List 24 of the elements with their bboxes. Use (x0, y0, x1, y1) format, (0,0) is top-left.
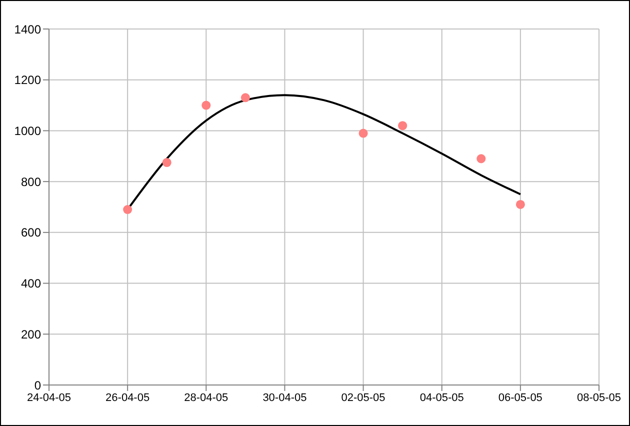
point (240, 93, 250, 102)
x-tick-label: 24-04-05 (26, 392, 72, 404)
x-tick-label: 04-05-05 (420, 392, 464, 404)
y-tick-label: 600 (20, 226, 42, 240)
point (358, 128, 368, 138)
point (162, 158, 172, 168)
y-tick-label: 1000 (14, 124, 42, 138)
x-tick-label: 30-04-05 (262, 392, 307, 404)
x-tick-label: 08-05-05 (576, 392, 622, 404)
point (202, 100, 211, 110)
y-tick-label: 1200 (14, 73, 42, 88)
x-tick-label: 06-05-05 (498, 392, 542, 404)
y-tick-label: 200 (20, 327, 42, 342)
x-tick-label: 02-05-05 (341, 392, 386, 404)
point (123, 205, 132, 214)
x-tick-label: 26-04-05 (106, 392, 150, 404)
y-tick-label: 0 (34, 378, 42, 392)
point (516, 200, 525, 209)
point (476, 154, 486, 164)
y-tick-label: 400 (20, 276, 42, 291)
x-tick-label: 28-04-05 (184, 392, 228, 404)
point (398, 121, 408, 130)
y-tick-label: 1400 (14, 22, 42, 36)
y-tick-label: 800 (20, 174, 42, 189)
